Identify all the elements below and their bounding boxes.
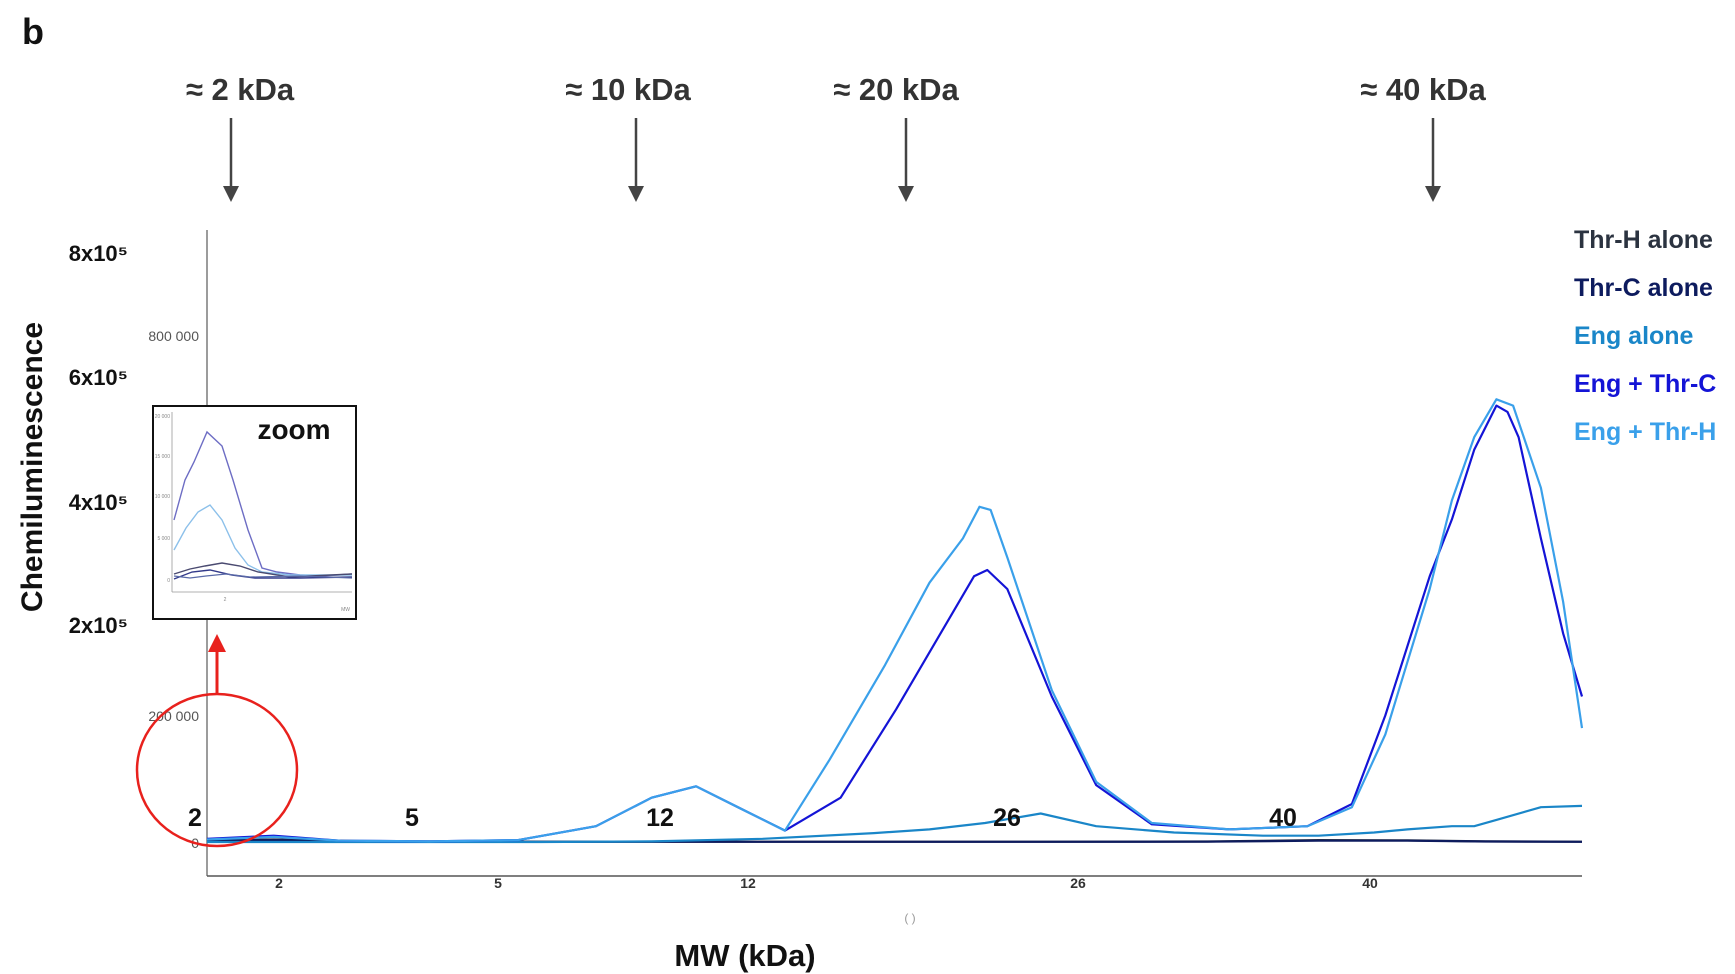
x-ticks: 2 5 12 26 40 bbox=[275, 875, 1378, 891]
legend-eng-thr-h: Eng + Thr-H bbox=[1574, 418, 1716, 446]
marker-label-2kda: ≈ 2 kDa bbox=[186, 72, 295, 107]
panel-label: b bbox=[22, 11, 44, 52]
y-outer-tick-4e5: 4x10⁵ bbox=[69, 490, 128, 515]
zoom-inset: zoom 20 000 15 000 10 000 5 000 0 2 MW bbox=[152, 405, 357, 620]
marker-arrow-10kda bbox=[628, 118, 644, 202]
series-layer bbox=[206, 398, 1584, 844]
inset-tick-20000: 20 000 bbox=[155, 414, 171, 420]
y-outer-tick-8e5: 8x10⁵ bbox=[69, 241, 128, 266]
inset-curve-eng-thr-h bbox=[173, 504, 352, 576]
legend-eng-alone: Eng alone bbox=[1574, 322, 1694, 350]
y-outer-tick-6e5: 6x10⁵ bbox=[69, 365, 128, 390]
y-inner-tick-800000: 800 000 bbox=[148, 328, 199, 344]
inset-tick-10000: 10 000 bbox=[155, 494, 171, 500]
zoom-highlight bbox=[135, 634, 299, 848]
y-outer-tick-2e5: 2x10⁵ bbox=[69, 613, 128, 638]
legend-eng-thr-c: Eng + Thr-C bbox=[1574, 370, 1716, 398]
marker-arrow-2kda bbox=[223, 118, 239, 202]
y-inner-tick-200000: 200 000 bbox=[148, 708, 199, 724]
x-overlay-label-2: 2 bbox=[188, 804, 202, 832]
zoom-label: zoom bbox=[257, 414, 330, 445]
inset-tick-15000: 15 000 bbox=[155, 454, 171, 460]
series-line-eng-alone bbox=[207, 804, 1583, 844]
x-axis-stray-mark: ( ) bbox=[904, 911, 915, 925]
marker-label-20kda: ≈ 20 kDa bbox=[833, 72, 959, 107]
inset-tick-0: 0 bbox=[167, 578, 170, 584]
x-tick-26: 26 bbox=[1070, 875, 1086, 891]
zoom-inset-frame bbox=[152, 405, 357, 620]
inset-curve-thr-h-alone bbox=[173, 573, 353, 579]
y-outer-ticks: 8x10⁵ 6x10⁵ 4x10⁵ 2x10⁵ bbox=[69, 241, 128, 638]
y-axis-title: Chemiluminescence bbox=[16, 322, 49, 612]
marker-arrow-40kda bbox=[1425, 118, 1441, 202]
inset-tick-5000: 5 000 bbox=[157, 536, 170, 542]
x-overlay-label-40: 40 bbox=[1269, 804, 1297, 832]
legend-thr-h-alone: Thr-H alone bbox=[1574, 226, 1713, 254]
x-tick-2: 2 bbox=[275, 875, 283, 891]
series-line-eng-thr-h bbox=[206, 398, 1584, 843]
highlight-circle bbox=[135, 692, 299, 848]
marker-label-10kda: ≈ 10 kDa bbox=[565, 72, 691, 107]
x-tick-12: 12 bbox=[740, 875, 756, 891]
x-overlay-label-26: 26 bbox=[993, 804, 1021, 832]
inset-x-tick-2: 2 bbox=[224, 597, 227, 603]
x-overlay-label-5: 5 bbox=[405, 804, 419, 832]
x-axis-title: MW (kDa) bbox=[674, 938, 815, 973]
mw-markers: ≈ 2 kDa ≈ 10 kDa ≈ 20 kDa ≈ 40 kDa bbox=[186, 72, 1487, 202]
x-tick-40: 40 bbox=[1362, 875, 1378, 891]
inset-x-tick-mw: MW bbox=[341, 607, 350, 613]
x-overlay-label-12: 12 bbox=[646, 804, 674, 832]
marker-label-40kda: ≈ 40 kDa bbox=[1360, 72, 1486, 107]
highlight-arrow-head bbox=[208, 634, 226, 652]
legend-thr-c-alone: Thr-C alone bbox=[1574, 274, 1713, 302]
x-tick-5: 5 bbox=[494, 875, 502, 891]
series-line-eng-thr-c bbox=[206, 404, 1584, 843]
legend: Thr-H alone Thr-C alone Eng alone Eng + … bbox=[1574, 226, 1716, 446]
marker-arrow-20kda bbox=[898, 118, 914, 202]
x-overlay-labels: 2 5 12 26 40 bbox=[188, 804, 1297, 832]
